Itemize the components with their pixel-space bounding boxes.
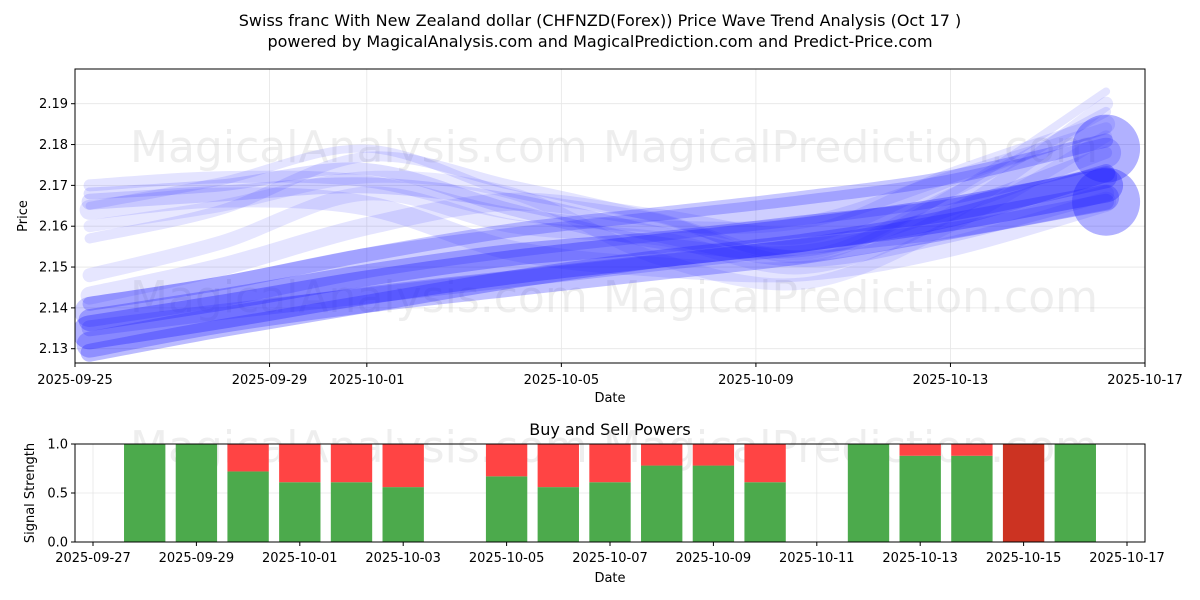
y-tick-label: 2.16 <box>39 220 68 235</box>
wave-band-line <box>85 87 1111 264</box>
y-axis-label: Signal Strength <box>23 443 38 543</box>
sell-bar <box>537 444 579 488</box>
x-tick-label: 2025-10-13 <box>882 551 958 566</box>
x-tick-label: 2025-10-15 <box>986 551 1062 566</box>
wave-endpoint-circle <box>1072 167 1141 236</box>
x-tick-label: 2025-10-05 <box>524 373 600 388</box>
y-tick-label: 0.5 <box>47 487 68 502</box>
y-axis-label: Price <box>16 200 31 232</box>
x-tick-label: 2025-10-17 <box>1089 551 1165 566</box>
x-tick-label: 2025-09-29 <box>159 551 235 566</box>
buy-bar <box>951 455 993 542</box>
buy-bar <box>744 482 786 542</box>
wave-band-line <box>76 184 1120 358</box>
x-tick-label: 2025-10-13 <box>913 373 989 388</box>
buy-sell-powers-chart: Buy and Sell PowersMagicalAnalysis.comMa… <box>23 420 1165 586</box>
wave-band-line <box>80 115 1116 305</box>
wave-band-line <box>75 137 1122 327</box>
watermark-text: MagicalPrediction.com <box>603 272 1098 323</box>
wave-band-line <box>84 106 1112 261</box>
watermark-text: MagicalAnalysis.com <box>130 272 588 323</box>
x-tick-label: 2025-10-03 <box>365 551 441 566</box>
buy-bar <box>1054 444 1096 542</box>
wave-band-line <box>81 193 1115 337</box>
buy-bar <box>330 482 373 542</box>
sell-bar <box>485 444 528 477</box>
y-tick-label: 2.14 <box>39 301 68 316</box>
wave-bands <box>75 87 1141 362</box>
buy-bar <box>692 465 735 542</box>
buy-bar <box>227 471 269 542</box>
buy-bar <box>537 487 579 542</box>
sell-bar <box>589 444 631 483</box>
wave-band-line <box>75 168 1124 350</box>
chart-title-line2: powered by MagicalAnalysis.com and Magic… <box>267 32 932 51</box>
sell-bar <box>382 444 424 488</box>
buy-bar <box>124 444 166 542</box>
y-tick-label: 2.13 <box>39 342 68 357</box>
x-tick-label: 2025-09-25 <box>37 373 113 388</box>
watermark-text: MagicalAnalysis.com <box>130 122 588 173</box>
y-tick-label: 2.17 <box>39 179 68 194</box>
y-tick-label: 2.19 <box>39 97 68 112</box>
wave-band-line <box>80 164 1116 362</box>
buy-bar <box>641 465 683 542</box>
wave-band-line <box>83 130 1113 291</box>
sell-bar <box>279 444 321 483</box>
wave-band-line <box>79 187 1117 283</box>
x-tick-label: 2025-10-01 <box>329 373 405 388</box>
x-tick-label: 2025-10-17 <box>1107 373 1183 388</box>
x-tick-label: 2025-10-05 <box>469 551 545 566</box>
buy-bar <box>899 455 941 542</box>
sell-bar <box>692 444 735 466</box>
buy-bar <box>175 444 218 542</box>
y-tick-label: 0.0 <box>47 536 68 551</box>
powers-title: Buy and Sell Powers <box>529 420 691 439</box>
price-wave-chart: MagicalAnalysis.com MagicalPrediction.com… <box>16 68 1183 406</box>
buy-bar <box>382 487 424 542</box>
sell-bar <box>899 444 941 456</box>
buy-bar <box>485 476 528 542</box>
wave-band-line <box>81 177 1115 267</box>
x-axis-label: Date <box>594 391 625 406</box>
x-tick-label: 2025-10-09 <box>676 551 752 566</box>
x-tick-label: 2025-10-07 <box>572 551 648 566</box>
wave-band-line <box>78 166 1118 332</box>
wave-band-line <box>83 122 1113 234</box>
watermark-text: MagicalPrediction.com <box>603 122 1098 173</box>
buy-bar <box>279 482 321 542</box>
sell-bar <box>227 444 269 472</box>
chart-title-line1: Swiss franc With New Zealand dollar (CHF… <box>239 11 962 30</box>
x-tick-label: 2025-10-09 <box>718 373 794 388</box>
sell-bar <box>1002 444 1045 542</box>
y-tick-label: 2.18 <box>39 138 68 153</box>
wave-band-line <box>82 133 1114 311</box>
y-tick-label: 1.0 <box>47 438 68 453</box>
sell-bar <box>641 444 683 466</box>
wave-band-line <box>83 146 1113 259</box>
wave-band-line <box>82 96 1114 283</box>
x-tick-label: 2025-10-11 <box>779 551 855 566</box>
sell-bar <box>744 444 786 483</box>
wave-endpoint-circle <box>1072 114 1141 183</box>
buy-bar <box>589 482 631 542</box>
y-tick-label: 2.15 <box>39 261 68 276</box>
sell-bar <box>330 444 373 483</box>
buy-bar <box>847 444 890 542</box>
x-tick-label: 2025-09-29 <box>232 373 308 388</box>
sell-bar <box>951 444 993 456</box>
x-axis-label: Date <box>594 571 625 586</box>
plot-frame <box>74 68 1146 364</box>
x-tick-label: 2025-09-27 <box>55 551 131 566</box>
x-tick-label: 2025-10-01 <box>262 551 338 566</box>
